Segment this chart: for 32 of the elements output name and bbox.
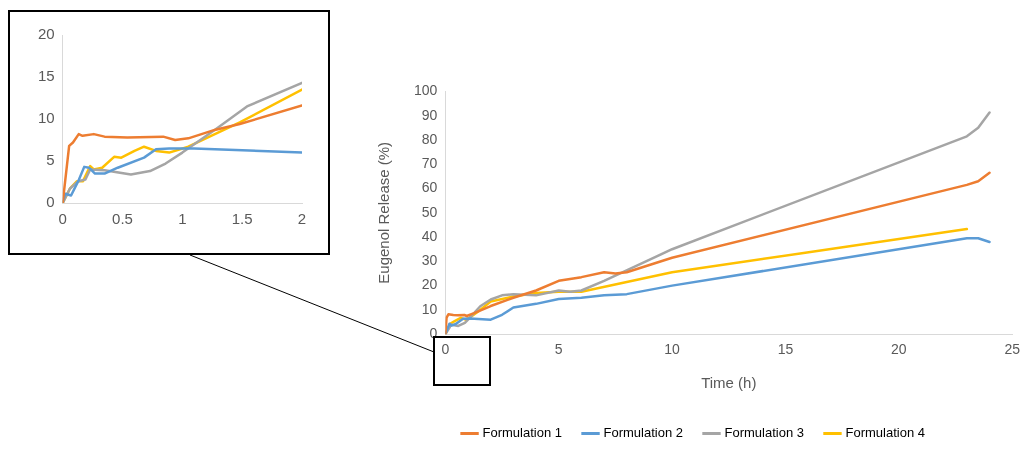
y-tick-label: 70 [421, 155, 438, 172]
legend-label: Formulation 3 [724, 425, 804, 441]
y-tick-label: 50 [421, 203, 438, 220]
y-tick-label: 5 [46, 151, 55, 169]
y-tick-label: 60 [421, 179, 438, 196]
x-tick-label: 0 [58, 210, 67, 228]
x-tick-label: 10 [664, 341, 681, 358]
legend-label: Formulation 2 [603, 425, 684, 441]
y-tick-label: 0 [46, 193, 55, 211]
x-tick-label: 2 [297, 210, 307, 228]
x-axis-title: Time (h) [701, 374, 757, 392]
x-tick-label: 0.5 [112, 210, 133, 228]
x-tick-label: 1.5 [231, 210, 253, 228]
y-tick-label: 100 [414, 82, 438, 99]
y-tick-label: 10 [421, 300, 438, 317]
y-tick-label: 20 [38, 25, 55, 43]
legend-label: Formulation 1 [482, 425, 563, 441]
x-tick-label: 15 [777, 341, 794, 358]
x-tick-label: 1 [178, 210, 187, 228]
x-tick-label: 5 [554, 341, 563, 358]
y-tick-label: 40 [421, 227, 438, 244]
x-tick-label: 25 [1004, 341, 1021, 358]
y-tick-label: 80 [421, 130, 438, 147]
y-axis-title: Eugenol Release (%) [375, 141, 393, 284]
legend-label: Formulation 4 [845, 425, 925, 441]
x-tick-label: 0 [441, 341, 450, 358]
y-tick-label: 15 [38, 67, 55, 85]
y-tick-label: 90 [421, 106, 438, 123]
y-tick-label: 20 [421, 276, 438, 293]
y-tick-label: 10 [38, 109, 55, 127]
x-tick-label: 20 [891, 341, 907, 358]
y-tick-label: 30 [421, 252, 438, 269]
